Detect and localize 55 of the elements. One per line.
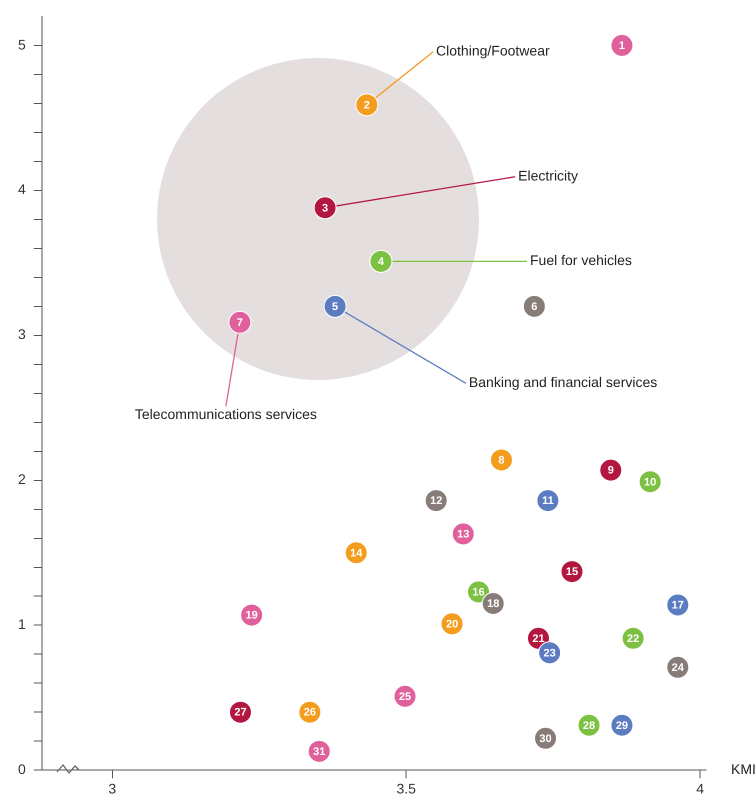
annotation: 24: [672, 662, 685, 674]
annotation: Electricity: [518, 168, 578, 184]
point: [599, 458, 622, 482]
annotation: 6: [531, 300, 538, 313]
annotation: Banking and financial services: [468, 374, 658, 390]
y-tick-label: 3: [18, 326, 26, 342]
annotation: 22: [626, 632, 640, 645]
annotation: 4: [378, 256, 385, 268]
y-tick-label: 0: [18, 761, 26, 778]
annotation: 2: [364, 99, 370, 112]
annotation: 3: [322, 202, 328, 214]
y-tick-label: 4: [18, 181, 26, 198]
point: [314, 196, 337, 220]
annotation: 30: [539, 732, 552, 745]
annotation: 18: [487, 598, 500, 610]
annotation: 7: [236, 316, 243, 329]
point: [324, 294, 347, 318]
point: [228, 310, 252, 334]
annotation: 19: [246, 610, 258, 622]
x-tick-label: 4: [696, 780, 704, 796]
annotation: 29: [616, 720, 628, 732]
annotation: 15: [566, 566, 578, 578]
annotation: Clothing/Footwear: [436, 42, 550, 59]
annotation: 5: [332, 300, 338, 313]
annotation: 11: [542, 495, 554, 508]
point: [610, 34, 634, 57]
annotation: 26: [304, 706, 316, 719]
annotation: 8: [498, 454, 505, 467]
annotation: Fuel for vehicles: [530, 252, 632, 268]
annotation: 17: [672, 599, 684, 612]
annotation: 28: [582, 720, 596, 732]
annotation: 10: [644, 476, 656, 488]
annotation: 12: [430, 495, 442, 508]
point: [522, 294, 546, 318]
annotation: 27: [234, 706, 247, 719]
x-axis-title: KMI: [731, 761, 756, 778]
annotation: 9: [608, 464, 614, 477]
annotation: 20: [446, 618, 458, 630]
y-tick-label: 1: [18, 616, 26, 632]
point: [355, 93, 378, 116]
annotation: 1: [618, 40, 626, 52]
point: [490, 448, 513, 472]
point: [369, 250, 392, 273]
annotation: 16: [472, 586, 485, 598]
y-tick-label: 5: [18, 36, 26, 52]
x-tick-label: 3.5: [396, 780, 416, 796]
annotation: 31: [313, 746, 326, 758]
annotation: 21: [532, 632, 545, 645]
annotation: 25: [398, 690, 412, 703]
annotation: 23: [544, 647, 556, 660]
y-tick-label: 2: [18, 471, 26, 488]
annotation: 13: [457, 528, 470, 540]
x-tick-label: 3: [108, 780, 116, 796]
annotation: Telecommunications services: [134, 406, 317, 422]
annotation: 14: [350, 547, 364, 560]
